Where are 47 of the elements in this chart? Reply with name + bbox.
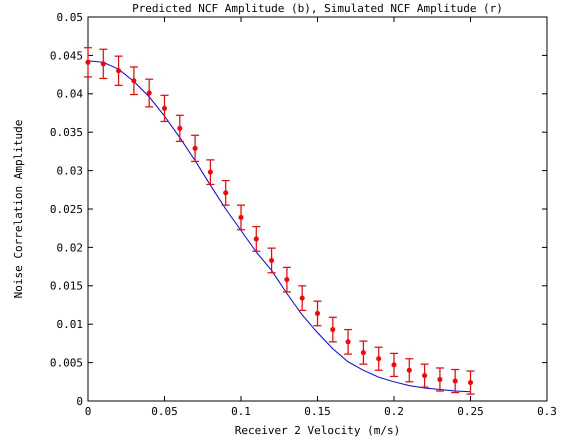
y-axis-title: Noise Correlation Amplitude (12, 120, 25, 298)
point (300, 296, 305, 301)
y-tick-label: 0.02 (56, 241, 83, 254)
point (406, 368, 412, 373)
point (422, 373, 428, 378)
point (146, 90, 152, 96)
x-tick-label: 0.1 (231, 405, 251, 418)
point (330, 327, 336, 332)
point (284, 277, 290, 282)
point (269, 258, 274, 263)
point (346, 339, 351, 344)
point (208, 170, 213, 175)
y-tick-label: 0.015 (50, 280, 83, 293)
y-tick-label: 0.035 (50, 126, 83, 140)
point (360, 350, 366, 356)
x-tick-label: 0 (84, 405, 92, 418)
y-tick-label: 0.025 (50, 202, 83, 216)
point (468, 380, 473, 386)
x-tick-label: 0.3 (537, 405, 557, 418)
x-tick-label: 0.25 (457, 405, 484, 418)
y-tick-label: 0.04 (56, 88, 84, 101)
point (100, 61, 106, 66)
y-tick-label: 0.045 (50, 49, 83, 62)
x-tick-label: 0.15 (304, 405, 331, 418)
x-tick-label: 0.05 (151, 405, 178, 418)
point (254, 236, 259, 242)
point (223, 190, 228, 196)
y-tick-label: 0.03 (56, 164, 83, 178)
point (315, 310, 320, 316)
point (238, 214, 244, 220)
y-tick-label: 0.005 (50, 356, 83, 370)
x-tick-label: 0.2 (384, 405, 404, 418)
point (376, 356, 382, 362)
point (177, 126, 182, 131)
point (452, 378, 458, 384)
point (392, 362, 396, 368)
point (131, 78, 136, 84)
y-tick-label: 0.01 (56, 318, 83, 332)
x-axis-title: Receiver 2 Velocity (m/s) (234, 424, 400, 437)
point (192, 146, 198, 151)
point (437, 376, 442, 382)
point (162, 106, 167, 111)
chart-title: Predicted NCF Amplitude (b), Simulated NCF Amplitude (r) (132, 2, 503, 15)
point (116, 68, 122, 74)
y-tick-label: 0.05 (56, 10, 83, 24)
point (86, 60, 90, 65)
y-tick-label: 0 (76, 394, 83, 408)
